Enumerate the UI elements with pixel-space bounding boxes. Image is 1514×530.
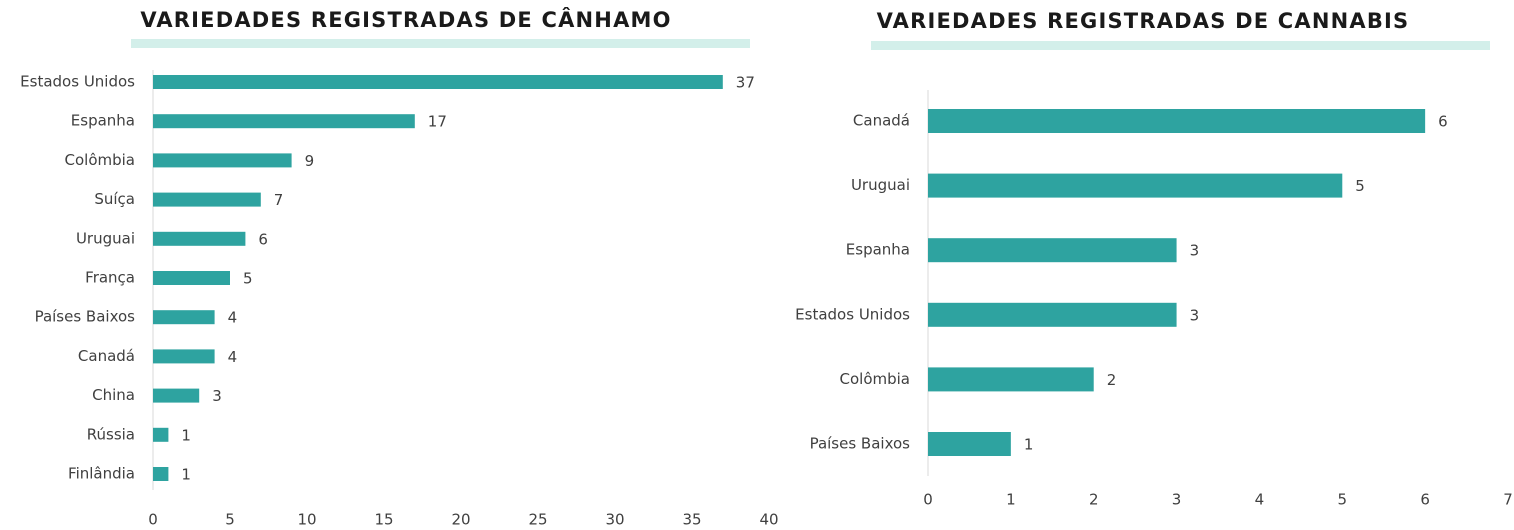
- y-tick-label: China: [92, 386, 135, 404]
- y-tick-label: Estados Unidos: [795, 305, 910, 323]
- y-tick-label: Suíça: [94, 190, 135, 208]
- y-tick-label: Estados Unidos: [20, 73, 135, 91]
- x-tick-label: 10: [297, 511, 316, 529]
- y-tick-label: Colômbia: [65, 151, 136, 169]
- x-tick-label: 5: [225, 511, 235, 529]
- data-label: 17: [428, 113, 447, 131]
- x-tick-label: 1: [1006, 491, 1016, 509]
- y-tick-label: Uruguai: [76, 229, 135, 247]
- bar: [928, 173, 1343, 198]
- bar: [153, 75, 723, 89]
- data-label: 3: [1190, 242, 1200, 260]
- bar: [153, 271, 230, 285]
- data-label: 4: [228, 348, 238, 366]
- y-tick-label: Rússia: [87, 425, 135, 443]
- bar: [153, 231, 246, 246]
- bar: [928, 432, 1011, 456]
- bar: [153, 192, 261, 207]
- x-tick-label: 6: [1420, 491, 1430, 509]
- y-tick-label: Países Baixos: [35, 308, 136, 326]
- y-tick-label: Países Baixos: [810, 435, 911, 453]
- bar: [153, 153, 292, 168]
- bar: [928, 302, 1177, 327]
- x-tick-label: 35: [682, 511, 701, 529]
- data-label: 6: [258, 230, 268, 248]
- x-tick-label: 25: [528, 511, 547, 529]
- x-tick-label: 0: [148, 511, 158, 529]
- x-tick-label: 4: [1255, 491, 1265, 509]
- x-tick-label: 2: [1089, 491, 1099, 509]
- data-label: 4: [228, 309, 238, 327]
- y-tick-label: Finlândia: [68, 465, 135, 483]
- bar: [928, 367, 1094, 392]
- x-tick-label: 40: [759, 511, 778, 529]
- x-tick-label: 3: [1172, 491, 1182, 509]
- title-band: [131, 39, 750, 48]
- data-label: 9: [305, 152, 315, 170]
- x-tick-label: 5: [1338, 491, 1348, 509]
- data-label: 1: [181, 466, 191, 484]
- data-label: 7: [274, 191, 284, 209]
- data-label: 37: [736, 74, 755, 92]
- bar: [153, 467, 169, 481]
- bar: [153, 427, 169, 442]
- y-tick-label: Colômbia: [840, 370, 911, 388]
- data-label: 6: [1438, 113, 1448, 131]
- title-band: [871, 41, 1490, 50]
- data-label: 2: [1107, 371, 1117, 389]
- y-tick-label: Espanha: [846, 241, 910, 259]
- x-tick-label: 30: [605, 511, 624, 529]
- x-tick-label: 20: [451, 511, 470, 529]
- bar: [153, 114, 415, 129]
- bar: [153, 310, 215, 325]
- data-label: 1: [1024, 436, 1034, 454]
- y-tick-label: Espanha: [71, 112, 135, 130]
- y-tick-label: Uruguai: [851, 176, 910, 194]
- data-label: 5: [243, 270, 253, 288]
- chart-title: VARIEDADES REGISTRADAS DE CANNABIS: [877, 9, 1410, 33]
- chart-title: VARIEDADES REGISTRADAS DE CÂNHAMO: [140, 7, 671, 32]
- x-tick-label: 0: [923, 491, 933, 509]
- data-label: 3: [1190, 306, 1200, 324]
- bar: [928, 109, 1426, 133]
- data-label: 3: [212, 387, 222, 405]
- y-tick-label: França: [85, 269, 135, 287]
- data-label: 5: [1355, 177, 1365, 195]
- y-tick-label: Canadá: [78, 347, 135, 365]
- data-label: 1: [181, 426, 191, 444]
- bar: [928, 238, 1177, 263]
- y-tick-label: Canadá: [853, 112, 910, 130]
- x-tick-label: 15: [374, 511, 393, 529]
- x-tick-label: 7: [1503, 491, 1513, 509]
- bar: [153, 349, 215, 364]
- bar: [153, 388, 200, 403]
